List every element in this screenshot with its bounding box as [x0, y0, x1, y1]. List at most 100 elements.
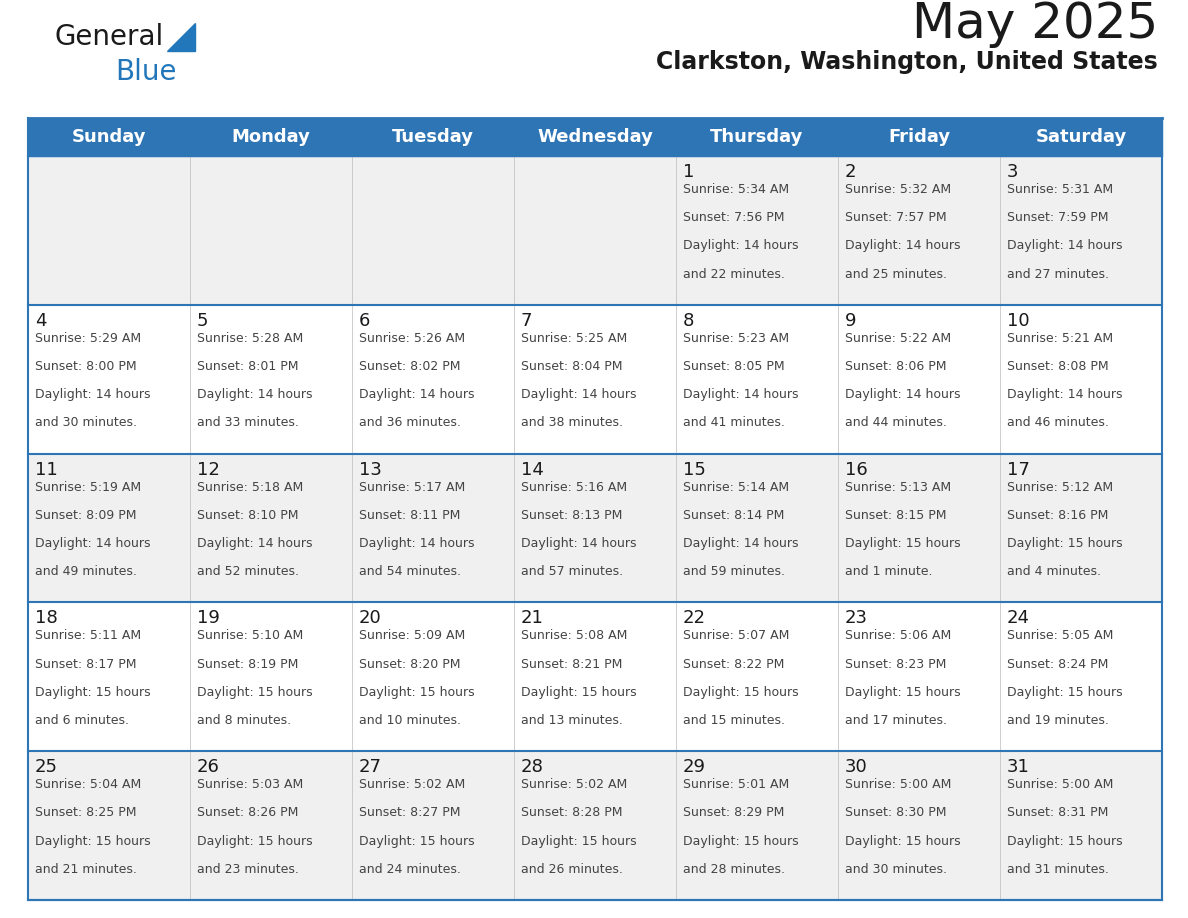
Text: Sunset: 8:25 PM: Sunset: 8:25 PM	[34, 806, 137, 820]
Text: Daylight: 14 hours: Daylight: 14 hours	[1007, 388, 1123, 401]
Text: and 23 minutes.: and 23 minutes.	[197, 863, 299, 876]
Bar	[29, 305, 1162, 453]
Bar	[29, 118, 1162, 156]
Text: Sunrise: 5:05 AM: Sunrise: 5:05 AM	[1007, 630, 1113, 643]
Text: 27: 27	[359, 758, 383, 777]
Text: 8: 8	[683, 312, 694, 330]
Text: 7: 7	[522, 312, 532, 330]
Text: Daylight: 15 hours: Daylight: 15 hours	[845, 686, 961, 699]
Text: Daylight: 14 hours: Daylight: 14 hours	[359, 388, 474, 401]
Text: Sunset: 8:29 PM: Sunset: 8:29 PM	[683, 806, 784, 820]
Text: and 24 minutes.: and 24 minutes.	[359, 863, 461, 876]
Text: Sunset: 8:22 PM: Sunset: 8:22 PM	[683, 657, 784, 670]
Text: Sunrise: 5:04 AM: Sunrise: 5:04 AM	[34, 778, 141, 791]
Text: Sunrise: 5:25 AM: Sunrise: 5:25 AM	[522, 331, 627, 345]
Text: Wednesday: Wednesday	[537, 128, 653, 146]
Text: Sunrise: 5:13 AM: Sunrise: 5:13 AM	[845, 481, 952, 494]
Text: Sunset: 8:28 PM: Sunset: 8:28 PM	[522, 806, 623, 820]
Text: Daylight: 14 hours: Daylight: 14 hours	[197, 388, 312, 401]
Text: 6: 6	[359, 312, 371, 330]
Text: 2: 2	[845, 163, 857, 181]
Text: 15: 15	[683, 461, 706, 478]
Text: Sunrise: 5:01 AM: Sunrise: 5:01 AM	[683, 778, 789, 791]
Text: 29: 29	[683, 758, 706, 777]
Text: Blue: Blue	[115, 58, 177, 86]
Text: and 59 minutes.: and 59 minutes.	[683, 565, 785, 578]
Text: Sunrise: 5:09 AM: Sunrise: 5:09 AM	[359, 630, 466, 643]
Text: Sunset: 8:08 PM: Sunset: 8:08 PM	[1007, 360, 1108, 373]
Text: 10: 10	[1007, 312, 1030, 330]
Text: and 13 minutes.: and 13 minutes.	[522, 714, 623, 727]
Text: and 19 minutes.: and 19 minutes.	[1007, 714, 1108, 727]
Text: Daylight: 15 hours: Daylight: 15 hours	[34, 686, 151, 699]
Text: 14: 14	[522, 461, 544, 478]
Bar	[29, 156, 1162, 305]
Text: and 21 minutes.: and 21 minutes.	[34, 863, 137, 876]
Text: and 28 minutes.: and 28 minutes.	[683, 863, 785, 876]
Text: Sunset: 8:16 PM: Sunset: 8:16 PM	[1007, 509, 1108, 521]
Text: May 2025: May 2025	[911, 0, 1158, 48]
Text: Sunset: 7:59 PM: Sunset: 7:59 PM	[1007, 211, 1108, 224]
Text: 17: 17	[1007, 461, 1030, 478]
Polygon shape	[168, 23, 195, 51]
Text: Sunset: 8:21 PM: Sunset: 8:21 PM	[522, 657, 623, 670]
Text: and 4 minutes.: and 4 minutes.	[1007, 565, 1101, 578]
Text: 21: 21	[522, 610, 544, 627]
Text: Sunrise: 5:07 AM: Sunrise: 5:07 AM	[683, 630, 789, 643]
Text: 31: 31	[1007, 758, 1030, 777]
Text: and 38 minutes.: and 38 minutes.	[522, 417, 623, 430]
Text: Daylight: 15 hours: Daylight: 15 hours	[197, 686, 312, 699]
Text: Daylight: 15 hours: Daylight: 15 hours	[522, 834, 637, 847]
Text: Daylight: 15 hours: Daylight: 15 hours	[1007, 686, 1123, 699]
Text: Sunrise: 5:17 AM: Sunrise: 5:17 AM	[359, 481, 466, 494]
Text: Monday: Monday	[232, 128, 310, 146]
Text: Sunset: 8:24 PM: Sunset: 8:24 PM	[1007, 657, 1108, 670]
Text: Sunset: 8:11 PM: Sunset: 8:11 PM	[359, 509, 461, 521]
Text: Sunrise: 5:21 AM: Sunrise: 5:21 AM	[1007, 331, 1113, 345]
Text: and 26 minutes.: and 26 minutes.	[522, 863, 623, 876]
Text: Sunrise: 5:18 AM: Sunrise: 5:18 AM	[197, 481, 303, 494]
Text: Sunset: 8:17 PM: Sunset: 8:17 PM	[34, 657, 137, 670]
Text: and 30 minutes.: and 30 minutes.	[845, 863, 947, 876]
Text: Sunrise: 5:00 AM: Sunrise: 5:00 AM	[845, 778, 952, 791]
Text: and 8 minutes.: and 8 minutes.	[197, 714, 291, 727]
Text: Sunrise: 5:19 AM: Sunrise: 5:19 AM	[34, 481, 141, 494]
Text: Sunrise: 5:16 AM: Sunrise: 5:16 AM	[522, 481, 627, 494]
Text: Sunrise: 5:29 AM: Sunrise: 5:29 AM	[34, 331, 141, 345]
Text: 18: 18	[34, 610, 58, 627]
Text: Daylight: 15 hours: Daylight: 15 hours	[845, 537, 961, 550]
Text: Sunrise: 5:31 AM: Sunrise: 5:31 AM	[1007, 183, 1113, 196]
Text: Sunrise: 5:32 AM: Sunrise: 5:32 AM	[845, 183, 952, 196]
Text: 19: 19	[197, 610, 220, 627]
Text: 20: 20	[359, 610, 381, 627]
Text: Sunrise: 5:14 AM: Sunrise: 5:14 AM	[683, 481, 789, 494]
Text: Daylight: 14 hours: Daylight: 14 hours	[683, 388, 798, 401]
Text: Sunset: 8:20 PM: Sunset: 8:20 PM	[359, 657, 461, 670]
Text: Daylight: 14 hours: Daylight: 14 hours	[683, 537, 798, 550]
Text: Daylight: 15 hours: Daylight: 15 hours	[683, 686, 798, 699]
Text: Sunset: 8:27 PM: Sunset: 8:27 PM	[359, 806, 461, 820]
Text: 9: 9	[845, 312, 857, 330]
Text: Friday: Friday	[887, 128, 950, 146]
Text: Sunrise: 5:02 AM: Sunrise: 5:02 AM	[522, 778, 627, 791]
Text: and 49 minutes.: and 49 minutes.	[34, 565, 137, 578]
Text: Sunset: 8:15 PM: Sunset: 8:15 PM	[845, 509, 947, 521]
Text: and 1 minute.: and 1 minute.	[845, 565, 933, 578]
Text: Sunset: 8:09 PM: Sunset: 8:09 PM	[34, 509, 137, 521]
Text: Clarkston, Washington, United States: Clarkston, Washington, United States	[656, 50, 1158, 74]
Text: Sunset: 8:01 PM: Sunset: 8:01 PM	[197, 360, 298, 373]
Text: 16: 16	[845, 461, 867, 478]
Text: and 54 minutes.: and 54 minutes.	[359, 565, 461, 578]
Text: and 22 minutes.: and 22 minutes.	[683, 267, 785, 281]
Text: and 41 minutes.: and 41 minutes.	[683, 417, 785, 430]
Text: 30: 30	[845, 758, 867, 777]
Text: and 36 minutes.: and 36 minutes.	[359, 417, 461, 430]
Text: Sunset: 8:23 PM: Sunset: 8:23 PM	[845, 657, 947, 670]
Text: 26: 26	[197, 758, 220, 777]
Text: Daylight: 14 hours: Daylight: 14 hours	[359, 537, 474, 550]
Text: 3: 3	[1007, 163, 1018, 181]
Bar	[29, 751, 1162, 900]
Text: Daylight: 14 hours: Daylight: 14 hours	[522, 388, 637, 401]
Text: Sunset: 8:02 PM: Sunset: 8:02 PM	[359, 360, 461, 373]
Text: Daylight: 15 hours: Daylight: 15 hours	[845, 834, 961, 847]
